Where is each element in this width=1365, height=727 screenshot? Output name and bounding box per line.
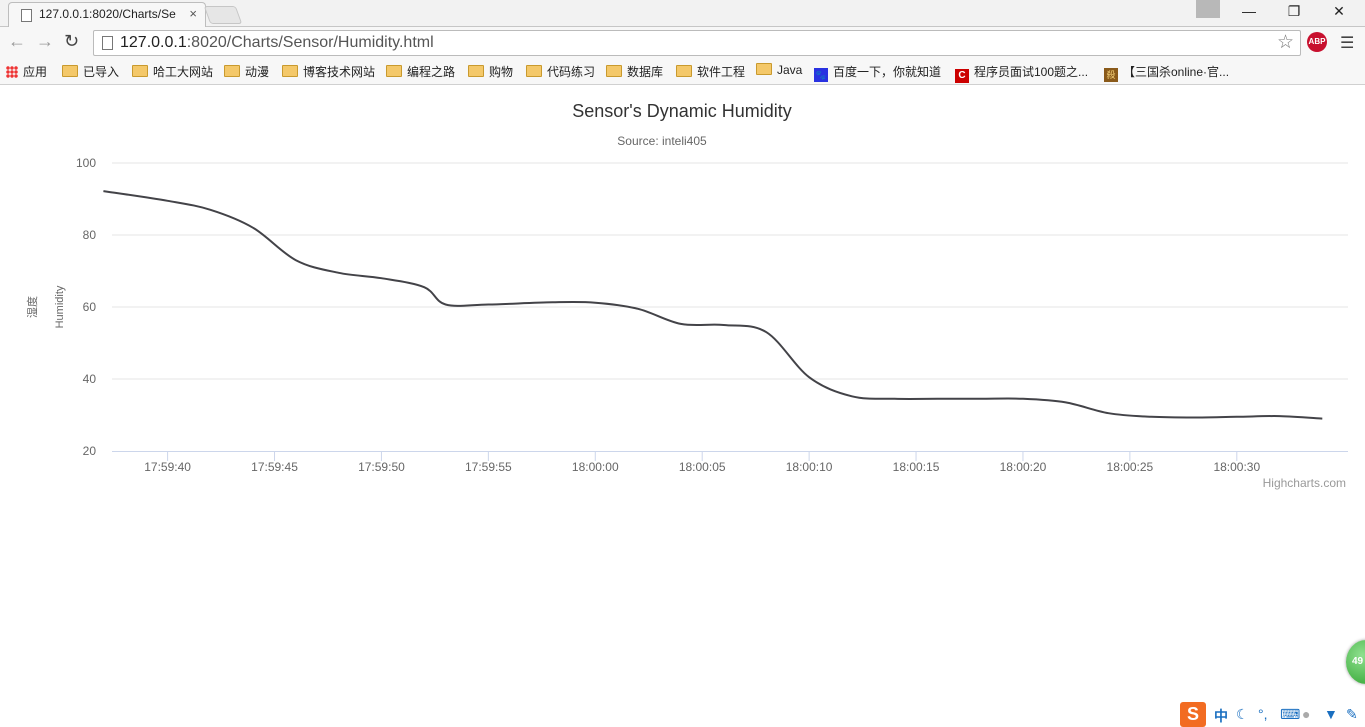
x-tick-label: 18:00:10 xyxy=(786,460,833,474)
x-tick-label: 17:59:40 xyxy=(144,460,191,474)
bookmark-item[interactable]: 购物 xyxy=(468,63,513,80)
bookmark-label: 哈工大网站 xyxy=(153,65,214,79)
page-info-icon[interactable] xyxy=(102,36,113,50)
bookmark-item[interactable]: 🐾 百度一下，你就知道 xyxy=(814,63,941,82)
folder-icon xyxy=(756,63,772,75)
x-tick-label: 17:59:45 xyxy=(251,460,298,474)
folder-icon xyxy=(224,65,240,77)
bookmark-item[interactable]: 应用 xyxy=(6,63,47,80)
address-bar[interactable]: 127.0.0.1:8020/Charts/Sensor/Humidity.ht… xyxy=(93,30,1301,56)
minimize-icon[interactable]: — xyxy=(1242,3,1256,19)
x-tick-label: 18:00:05 xyxy=(679,460,726,474)
floating-badge[interactable]: 49 xyxy=(1346,640,1365,684)
sogou-ime-icon[interactable]: S xyxy=(1180,702,1206,727)
folder-icon xyxy=(526,65,542,77)
bookmark-label: 数据库 xyxy=(627,65,664,79)
y-axis-label: Humidity xyxy=(54,285,66,328)
toolbar: ← → ↻ 127.0.0.1:8020/Charts/Sensor/Humid… xyxy=(0,27,1365,59)
highcharts-credits[interactable]: Highcharts.com xyxy=(1263,476,1346,490)
bookmark-item[interactable]: 博客技术网站 xyxy=(282,63,375,80)
reload-icon[interactable]: ↻ xyxy=(64,31,80,51)
user-icon[interactable] xyxy=(1196,0,1220,18)
bookmark-label: 【三国杀online·官... xyxy=(1123,65,1230,79)
bookmark-item[interactable]: 代码练习 xyxy=(526,63,595,80)
back-icon[interactable]: ← xyxy=(8,31,26,51)
bookmarks-bar: 应用 已导入 哈工大网站 动漫 博客技术网站 编程之路 购物 代码练习 数据库 软件工程 Java 🐾… xyxy=(0,59,1365,85)
x-tick-label: 17:59:55 xyxy=(465,460,512,474)
adblock-plus-icon[interactable]: ABP xyxy=(1307,32,1327,52)
folder-icon xyxy=(386,65,402,77)
bookmark-label: 软件工程 xyxy=(697,65,746,79)
bookmark-label: 购物 xyxy=(489,65,514,79)
bookmark-item[interactable]: 动漫 xyxy=(224,63,269,80)
x-tick-label: 18:00:00 xyxy=(572,460,619,474)
bookmark-label: 程序员面试100题之... xyxy=(974,65,1089,79)
punctuation-icon[interactable]: °, xyxy=(1258,706,1268,722)
bookmark-label: 博客技术网站 xyxy=(303,65,376,79)
bookmark-item[interactable]: 已导入 xyxy=(62,63,119,80)
chart-title: Sensor's Dynamic Humidity xyxy=(572,101,792,121)
bookmark-item[interactable]: 殺【三国杀online·官... xyxy=(1104,63,1229,82)
folder-icon xyxy=(468,65,484,77)
folder-icon xyxy=(62,65,78,77)
tab-bar: 127.0.0.1:8020/Charts/Se × — ❐ ✕ xyxy=(0,0,1365,27)
system-tray: S 中 ☾ °, ⌨ ● ▼ ✎ xyxy=(1180,702,1365,727)
x-tick-label: 18:00:20 xyxy=(1000,460,1047,474)
x-tick-label: 18:00:15 xyxy=(893,460,940,474)
bookmark-label: 动漫 xyxy=(245,65,270,79)
bookmark-item[interactable]: 数据库 xyxy=(606,63,663,80)
close-window-icon[interactable]: ✕ xyxy=(1333,3,1345,19)
y-axis-label-cn: 湿度 xyxy=(25,296,39,318)
bookmark-item[interactable]: Java xyxy=(756,63,802,77)
humidity-series-line xyxy=(103,190,1323,420)
bookmark-label: 已导入 xyxy=(83,65,120,79)
sanguosha-icon: 殺 xyxy=(1104,68,1118,82)
tab-title: 127.0.0.1:8020/Charts/Se xyxy=(39,7,176,21)
apps-icon xyxy=(6,66,18,78)
shirt-icon[interactable]: ▼ xyxy=(1324,706,1338,722)
bookmark-item[interactable]: 哈工大网站 xyxy=(132,63,213,80)
x-tick-label: 18:00:30 xyxy=(1213,460,1260,474)
x-tick-label: 17:59:50 xyxy=(358,460,405,474)
y-tick-label: 20 xyxy=(83,444,97,458)
humidity-chart: Sensor's Dynamic Humidity Source: inteli4… xyxy=(25,101,1348,490)
user-icon[interactable]: ● xyxy=(1302,706,1311,722)
url-text[interactable]: 127.0.0.1:8020/Charts/Sensor/Humidity.ht… xyxy=(120,34,434,51)
wrench-icon[interactable]: ✎ xyxy=(1346,706,1358,722)
baidu-icon: 🐾 xyxy=(814,68,828,82)
ime-mode-label[interactable]: 中 xyxy=(1214,708,1228,724)
folder-icon xyxy=(132,65,148,77)
new-tab-button[interactable] xyxy=(203,6,243,24)
bookmark-star-icon[interactable]: ☆ xyxy=(1276,32,1294,53)
keyboard-icon[interactable]: ⌨ xyxy=(1280,706,1301,722)
bookmark-label: Java xyxy=(777,63,803,77)
page-icon xyxy=(21,9,32,22)
y-tick-label: 60 xyxy=(83,300,97,314)
menu-icon[interactable]: ☰ xyxy=(1340,35,1355,52)
chart-subtitle: Source: inteli405 xyxy=(617,134,707,148)
y-tick-label: 40 xyxy=(83,372,97,386)
y-tick-label: 100 xyxy=(76,156,96,170)
csdn-icon: C xyxy=(955,69,969,83)
x-tick-label: 18:00:25 xyxy=(1107,460,1154,474)
bookmark-item[interactable]: C 程序员面试100题之... xyxy=(955,63,1088,83)
bookmark-label: 编程之路 xyxy=(407,65,456,79)
browser-tab[interactable]: 127.0.0.1:8020/Charts/Se × xyxy=(8,2,206,27)
folder-icon xyxy=(282,65,298,77)
y-tick-label: 80 xyxy=(83,228,97,242)
folder-icon xyxy=(676,65,692,77)
bookmark-item[interactable]: 软件工程 xyxy=(676,63,745,80)
bookmark-item[interactable]: 编程之路 xyxy=(386,63,455,80)
moon-icon[interactable]: ☾ xyxy=(1236,706,1249,722)
forward-icon[interactable]: → xyxy=(36,31,54,51)
bookmark-label: 应用 xyxy=(23,65,48,79)
restore-icon[interactable]: ❐ xyxy=(1287,3,1301,19)
bookmark-label: 代码练习 xyxy=(547,65,596,79)
close-tab-icon[interactable]: × xyxy=(189,6,197,21)
bookmark-label: 百度一下，你就知道 xyxy=(833,65,942,79)
folder-icon xyxy=(606,65,622,77)
